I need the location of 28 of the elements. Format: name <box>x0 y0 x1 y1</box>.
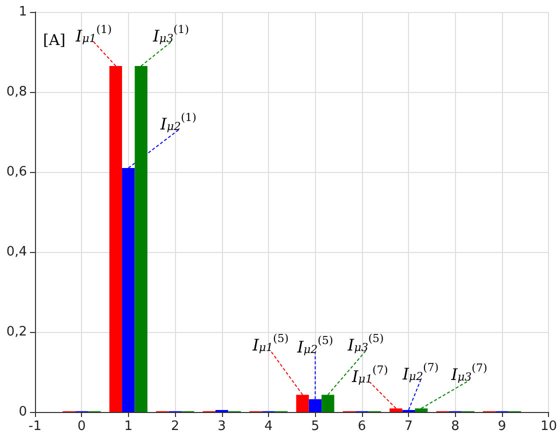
x-tick-label: 5 <box>311 419 320 434</box>
y-tick-label: 0,6 <box>6 164 27 180</box>
annotation: Iμ1(1) <box>74 23 112 46</box>
x-tick-label: 1 <box>124 419 133 434</box>
y-tick-label: 0,8 <box>6 84 27 100</box>
x-tick-label: 0 <box>78 419 86 434</box>
annotation: Iμ1(7) <box>350 363 388 386</box>
x-tick-label: 3 <box>218 419 226 434</box>
annotation: Iμ3(5) <box>346 332 384 354</box>
y-tick-label: 1 <box>18 4 27 20</box>
annotation: Iμ2(1) <box>159 111 196 134</box>
annotation: Iμ2(5) <box>296 334 334 357</box>
x-tick-label: 7 <box>404 419 413 434</box>
x-tick-label: 9 <box>498 419 506 434</box>
annotation: Iμ3(1) <box>152 23 190 46</box>
annotation: Iμ2(7) <box>402 361 439 384</box>
x-tick-label: -1 <box>28 419 42 434</box>
x-tick-label: 4 <box>264 419 273 434</box>
x-tick-label: 8 <box>451 419 460 434</box>
y-tick-label: 0 <box>18 404 27 420</box>
x-tick-label: 10 <box>540 419 557 434</box>
y-axis-title: [A] <box>43 31 66 49</box>
annotation: Iμ3(7) <box>450 361 488 384</box>
y-tick-label: 0,4 <box>6 244 27 260</box>
x-tick-label: 2 <box>170 419 180 434</box>
x-tick-label: 6 <box>358 419 366 434</box>
y-tick-label: 0,2 <box>6 324 27 340</box>
annotation: Iμ1(5) <box>252 332 289 354</box>
